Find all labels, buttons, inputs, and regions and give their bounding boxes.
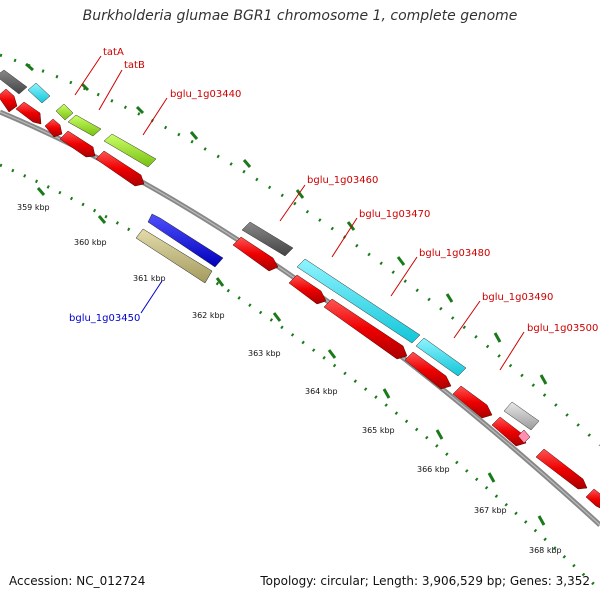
genome-summary-text: Topology: circular; Length: 3,906,529 bp… [260,574,590,588]
cds-arrow[interactable] [95,150,145,187]
gene-label[interactable]: tatA [103,47,124,58]
green-feature-tatB[interactable] [67,114,102,137]
cds-track [0,88,600,510]
cds-arrow[interactable] [323,298,408,360]
cds-arrow[interactable] [288,274,327,305]
ruler-label: 360 kbp [74,238,107,247]
annotation-track-outer [0,69,540,431]
ruler-label: 362 kbp [192,311,225,320]
map-title: Burkholderia glumae BGR1 chromosome 1, c… [82,8,518,24]
cds-arrow[interactable] [535,448,588,490]
gray-feature[interactable] [0,69,28,95]
gene-label[interactable]: bglu_1g03490 [482,292,553,303]
ruler-ring [0,163,600,592]
gene-label[interactable]: bglu_1g03470 [359,209,430,220]
cds-arrow[interactable] [0,88,18,113]
label-leaders [74,55,525,371]
gene-label[interactable]: bglu_1g03450 [69,313,140,324]
gray-feature-03460[interactable] [241,221,294,257]
accession-text: Accession: NC_012724 [9,574,146,588]
gene-label[interactable]: bglu_1g03480 [419,248,490,259]
gene-label[interactable]: tatB [124,60,145,71]
cyan-feature-tat[interactable] [27,82,51,104]
reverse-track [135,213,224,284]
cyan-feature-03480[interactable] [415,337,467,377]
outer-major-ticks [25,62,548,385]
gene-label[interactable]: bglu_1g03460 [307,175,378,186]
gene-label[interactable]: bglu_1g03500 [527,323,598,334]
ruler-label: 361 kbp [133,274,166,283]
ruler-label: 364 kbp [305,387,338,396]
gene-label[interactable]: bglu_1g03440 [170,89,241,100]
ruler-label: 359 kbp [17,203,50,212]
green-feature-03440[interactable] [103,133,157,168]
cyan-feature-03470[interactable] [296,258,421,344]
cds-arrow[interactable] [452,385,493,419]
ruler-label: 366 kbp [417,465,450,474]
ruler-label: 363 kbp [248,349,281,358]
khaki-feature-03450[interactable] [135,228,213,284]
ruler-label: 367 kbp [474,506,507,515]
cds-arrow[interactable] [232,236,279,272]
blue-feature-03450[interactable] [147,213,224,268]
cds-arrow[interactable] [44,118,63,138]
ruler-label: 368 kbp [529,546,562,555]
green-feature-tatA[interactable] [55,103,74,121]
cds-arrow[interactable] [15,101,42,125]
cds-arrow[interactable] [585,488,600,510]
ruler-label: 365 kbp [362,426,395,435]
outer-tick-ring [0,53,600,447]
pink-feature[interactable] [517,429,531,444]
light-gray-feature[interactable] [503,401,540,431]
ruler-major-ticks [36,187,546,526]
cds-arrow[interactable] [404,351,452,390]
cds-arrow[interactable] [59,130,96,158]
